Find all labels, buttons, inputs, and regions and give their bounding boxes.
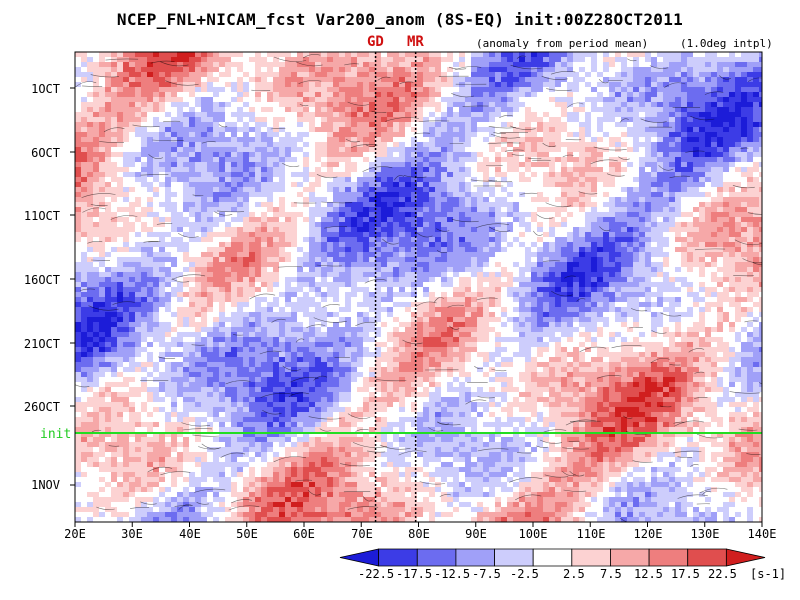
y-tick-label: 21OCT [23,337,60,351]
init-label: init [40,427,72,442]
colorbar-segment [648,548,689,567]
x-tick-label: 30E [121,527,143,541]
colorbar-segment [416,548,457,567]
colorbar-segment [687,548,727,567]
x-tick-label: 70E [351,527,373,541]
colorbar-segment [378,548,418,567]
marker-label-gd: GD [367,34,384,50]
y-tick-label: 1OCT [31,82,60,96]
x-tick-label: 130E [690,527,720,541]
colorbar-label: 22.5 [708,567,737,581]
colorbar-label: -2.5 [510,567,539,581]
x-tick-label: 40E [179,527,201,541]
colorbar-label: 17.5 [671,567,700,581]
x-tick-label: 60E [293,527,315,541]
colorbar-label: -7.5 [472,567,501,581]
y-tick-label: 6OCT [31,146,60,160]
subtitle-left: (anomaly from period mean) [476,37,649,50]
y-tick-label: 1NOV [31,478,60,492]
y-tick-label: 16OCT [23,273,60,287]
colorbar-unit: [s-1] [750,567,787,581]
colorbar-label: 2.5 [563,567,585,581]
colorbar-label: 7.5 [600,567,622,581]
anomaly-field [75,52,762,522]
colorbar-segment [571,548,611,567]
axis-ticks [70,87,763,527]
colorbar-segment [725,548,766,567]
x-tick-label: 140E [747,527,777,541]
colorbar-label: -17.5 [396,567,433,581]
colorbar-segment [455,548,495,567]
chart-title: NCEP_FNL+NICAM_fcst Var200_anom (8S-EQ) … [116,10,684,29]
colorbar [339,548,766,567]
x-tick-label: 90E [465,527,487,541]
marker-label-mr: MR [407,34,424,50]
x-tick-label: 120E [633,527,663,541]
y-tick-label: 11OCT [23,209,60,223]
y-tick-label: 26OCT [23,400,60,414]
x-tick-label: 80E [408,527,430,541]
x-tick-label: 50E [236,527,258,541]
x-tick-label: 100E [518,527,548,541]
colorbar-segment [610,548,650,567]
colorbar-segment [494,548,534,567]
x-tick-label: 110E [576,527,606,541]
x-tick-label: 20E [64,527,86,541]
colorbar-label: -22.5 [358,567,395,581]
colorbar-segment [532,548,573,567]
colorbar-label: -12.5 [434,567,471,581]
colorbar-segment [339,548,380,567]
subtitle-right: (1.0deg intpl) [680,37,773,50]
colorbar-label: 12.5 [634,567,663,581]
